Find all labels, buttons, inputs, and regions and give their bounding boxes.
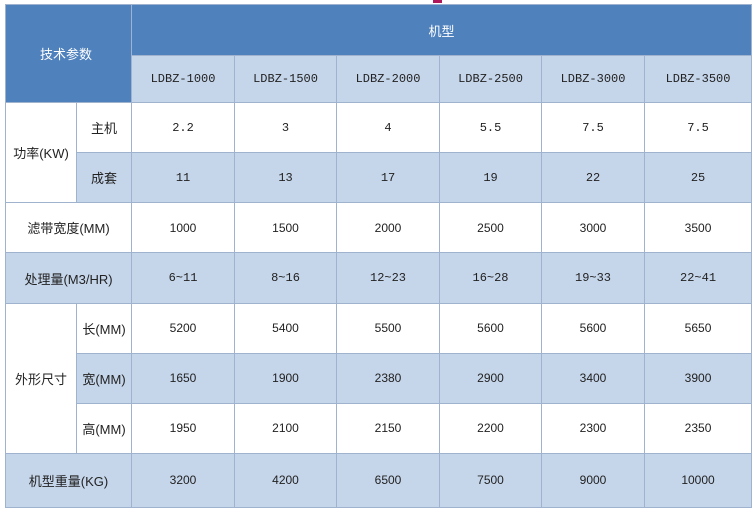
cell: 2900 [439,352,543,404]
table-row: 滤带宽度(MM) 1000 1500 2000 2500 3000 3500 [4,202,753,254]
model-name: LDBZ-1000 [131,55,236,104]
cell: 2200 [439,402,543,454]
cell: 4200 [234,452,338,509]
cell: 7500 [439,452,543,509]
cell: 2000 [336,202,441,254]
cell: 7.5 [644,102,753,154]
cell: 6~11 [131,252,236,304]
cell: 1000 [131,202,236,254]
cell: 5600 [439,302,543,354]
cell: 16~28 [439,252,543,304]
model-name: LDBZ-3500 [644,55,753,104]
cell: 22~41 [644,252,753,304]
model-name: LDBZ-1500 [234,55,338,104]
cell: 2100 [234,402,338,454]
cell: 1500 [234,202,338,254]
height-label: 高(MM) [75,402,133,454]
cell: 3200 [131,452,236,509]
cell: 25 [644,152,753,204]
model-name: LDBZ-2500 [439,55,543,104]
table-row: 成套 11 13 17 19 22 25 [6,152,753,204]
cell: 5650 [644,302,753,354]
power-main-label: 主机 [75,102,133,154]
cell: 1950 [131,402,236,454]
cell: 2150 [336,402,441,454]
length-label: 长(MM) [75,302,133,354]
table-row: 高(MM) 1950 2100 2150 2200 2300 2350 [6,402,753,454]
model-name: LDBZ-3000 [541,55,646,104]
cell: 22 [541,152,646,204]
cell: 5500 [336,302,441,354]
table-row: 外形尺寸 长(MM) 5200 5400 5500 5600 5600 5650 [5,302,753,454]
params-header: 技术参数 [4,3,133,104]
cell: 11 [131,152,236,204]
cell: 12~23 [336,252,441,304]
cell: 9000 [541,452,646,509]
width-label: 宽(MM) [75,352,133,404]
cell: 5400 [234,302,338,354]
model-name: LDBZ-2000 [336,55,441,104]
cell: 19~33 [541,252,646,304]
cell: 4 [336,102,441,154]
belt-width-label: 滤带宽度(MM) [4,202,133,254]
cell: 6500 [336,452,441,509]
cell: 19 [439,152,543,204]
cell: 10000 [644,452,753,509]
dimensions-label: 外形尺寸 [5,302,77,454]
cell: 5200 [131,302,236,354]
capacity-label: 处理量(M3/HR) [4,252,133,304]
cell: 3500 [644,202,753,254]
cell: 2.2 [131,102,236,154]
cell: 2300 [541,402,646,454]
cell: 2350 [644,402,753,454]
cell: 1900 [234,352,338,404]
cell: 3900 [644,352,753,404]
weight-label: 机型重量(KG) [4,452,133,509]
cell: 3400 [541,352,646,404]
cell: 5.5 [439,102,543,154]
cell: 3 [234,102,338,154]
cell: 8~16 [234,252,338,304]
cell: 17 [336,152,441,204]
table-row: 机型重量(KG) 3200 4200 6500 7500 9000 10000 [4,452,753,509]
model-header: 机型 [131,3,753,57]
power-label: 功率(KW) [5,102,77,204]
cell: 2380 [336,352,441,404]
table-row: 宽(MM) 1650 1900 2380 2900 3400 3900 [6,352,753,404]
power-set-label: 成套 [75,152,133,204]
cell: 7.5 [541,102,646,154]
cell: 1650 [131,352,236,404]
spec-table: 技术参数 机型 LDBZ-1000 LDBZ-1500 LDBZ-2000 LD… [4,3,753,509]
table-row: 功率(KW) 主机 2.2 3 4 5.5 7.5 7.5 [5,102,753,204]
cell: 13 [234,152,338,204]
cell: 5600 [541,302,646,354]
top-accent-mark [433,0,442,3]
table-row: 处理量(M3/HR) 6~11 8~16 12~23 16~28 19~33 2… [4,252,753,304]
cell: 2500 [439,202,543,254]
cell: 3000 [541,202,646,254]
